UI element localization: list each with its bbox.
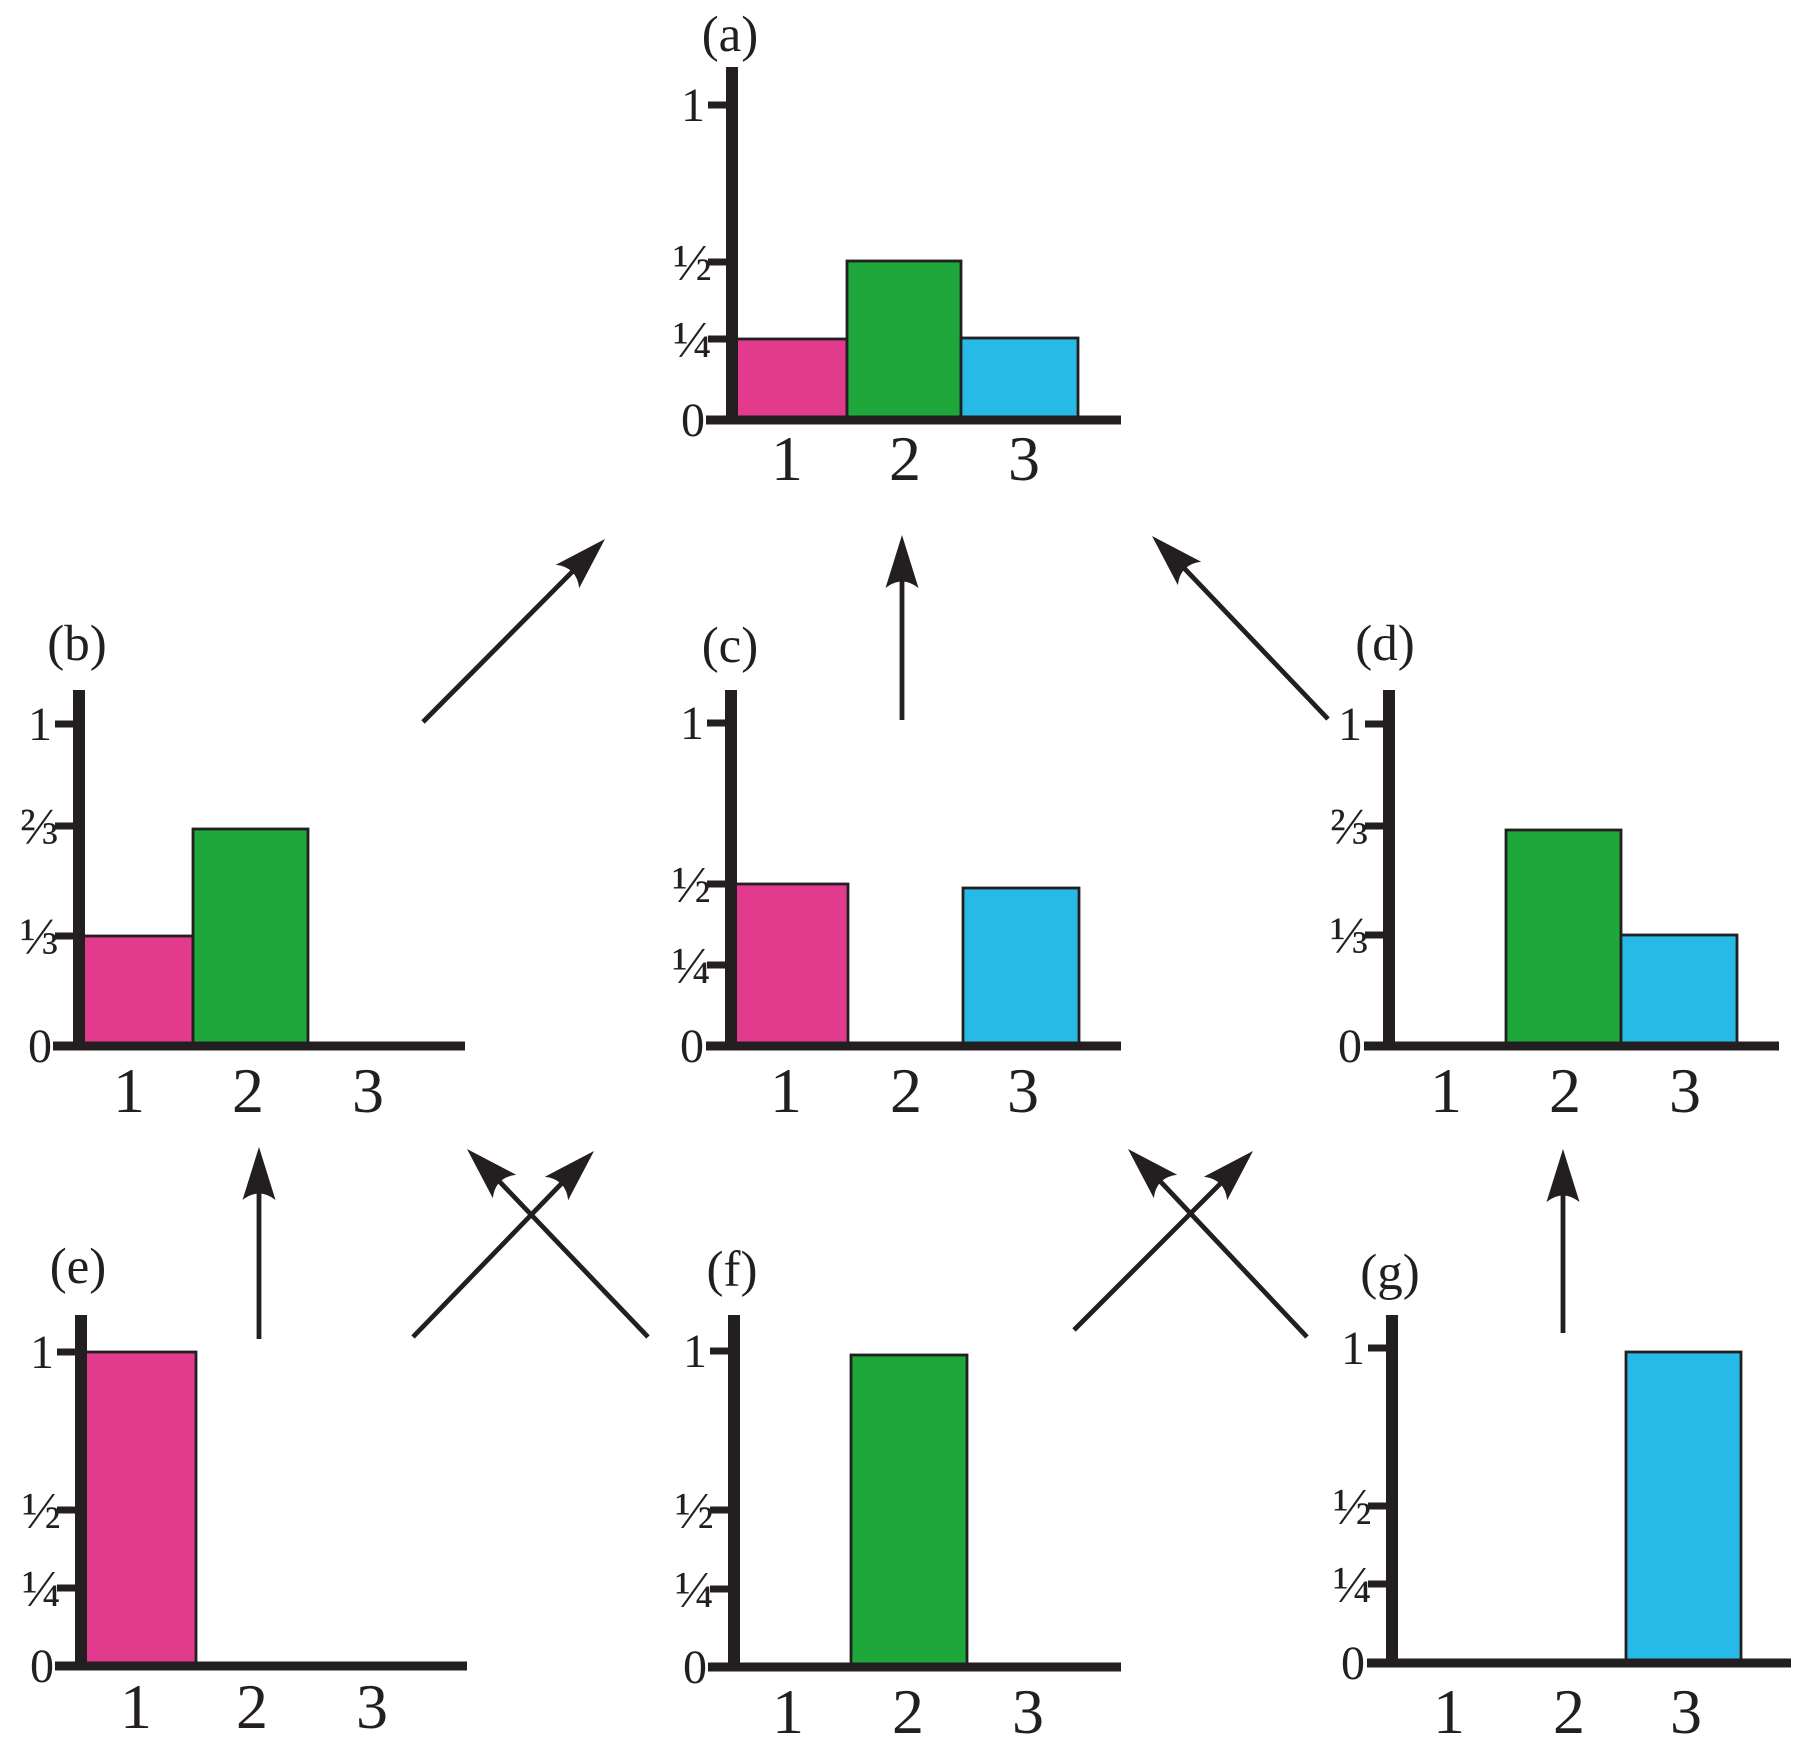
svg-text:1: 1 (680, 697, 704, 750)
svg-text:(d): (d) (1355, 616, 1414, 672)
svg-text:(e): (e) (50, 1239, 107, 1295)
svg-text:1: 1 (681, 79, 705, 132)
svg-text:0: 0 (30, 1640, 54, 1693)
svg-text:1: 1 (120, 1671, 152, 1737)
svg-text:1: 1 (30, 1326, 54, 1379)
svg-text:0: 0 (1338, 1020, 1362, 1073)
svg-text:2: 2 (232, 1055, 264, 1126)
svg-text:1: 1 (771, 423, 803, 494)
svg-text:3: 3 (1670, 1676, 1702, 1737)
svg-text:1: 1 (113, 1055, 145, 1126)
svg-text:1: 1 (1430, 1055, 1462, 1126)
svg-text:1: 1 (683, 1325, 707, 1378)
svg-text:0: 0 (1341, 1637, 1365, 1690)
svg-text:⅔: ⅔ (1330, 799, 1369, 856)
svg-text:½: ½ (22, 1483, 61, 1540)
svg-text:½: ½ (675, 1483, 714, 1540)
svg-text:(a): (a) (702, 7, 759, 63)
svg-text:2: 2 (1553, 1676, 1585, 1737)
svg-text:⅓: ⅓ (1330, 908, 1369, 965)
svg-text:3: 3 (356, 1671, 388, 1737)
svg-text:1: 1 (1341, 1322, 1365, 1375)
svg-text:3: 3 (1012, 1676, 1044, 1737)
svg-text:2: 2 (889, 423, 921, 494)
svg-text:(g): (g) (1360, 1245, 1419, 1301)
svg-text:0: 0 (681, 394, 705, 447)
svg-text:1: 1 (1338, 698, 1362, 751)
svg-text:¼: ¼ (673, 312, 712, 369)
svg-text:½: ½ (1333, 1479, 1372, 1536)
svg-text:2: 2 (890, 1055, 922, 1126)
svg-text:¼: ¼ (675, 1562, 714, 1619)
svg-text:3: 3 (1008, 423, 1040, 494)
svg-text:1: 1 (770, 1055, 802, 1126)
svg-text:2: 2 (236, 1671, 268, 1737)
svg-text:2: 2 (892, 1676, 924, 1737)
svg-text:⅔: ⅔ (20, 799, 59, 856)
svg-text:3: 3 (1669, 1055, 1701, 1126)
svg-text:(f): (f) (707, 1242, 758, 1298)
svg-text:¼: ¼ (22, 1561, 61, 1618)
svg-text:½: ½ (672, 857, 711, 914)
svg-text:0: 0 (680, 1020, 704, 1073)
svg-text:1: 1 (1433, 1676, 1465, 1737)
svg-text:1: 1 (28, 698, 52, 751)
svg-text:(c): (c) (702, 618, 759, 674)
svg-text:¼: ¼ (672, 938, 711, 995)
svg-text:½: ½ (673, 235, 712, 292)
svg-text:⅓: ⅓ (20, 909, 59, 966)
svg-text:0: 0 (683, 1641, 707, 1694)
svg-text:3: 3 (1007, 1055, 1039, 1126)
svg-text:0: 0 (28, 1020, 52, 1073)
svg-text:(b): (b) (47, 616, 106, 672)
svg-text:2: 2 (1549, 1055, 1581, 1126)
svg-text:1: 1 (772, 1676, 804, 1737)
svg-text:3: 3 (352, 1055, 384, 1126)
svg-text:¼: ¼ (1333, 1557, 1372, 1614)
